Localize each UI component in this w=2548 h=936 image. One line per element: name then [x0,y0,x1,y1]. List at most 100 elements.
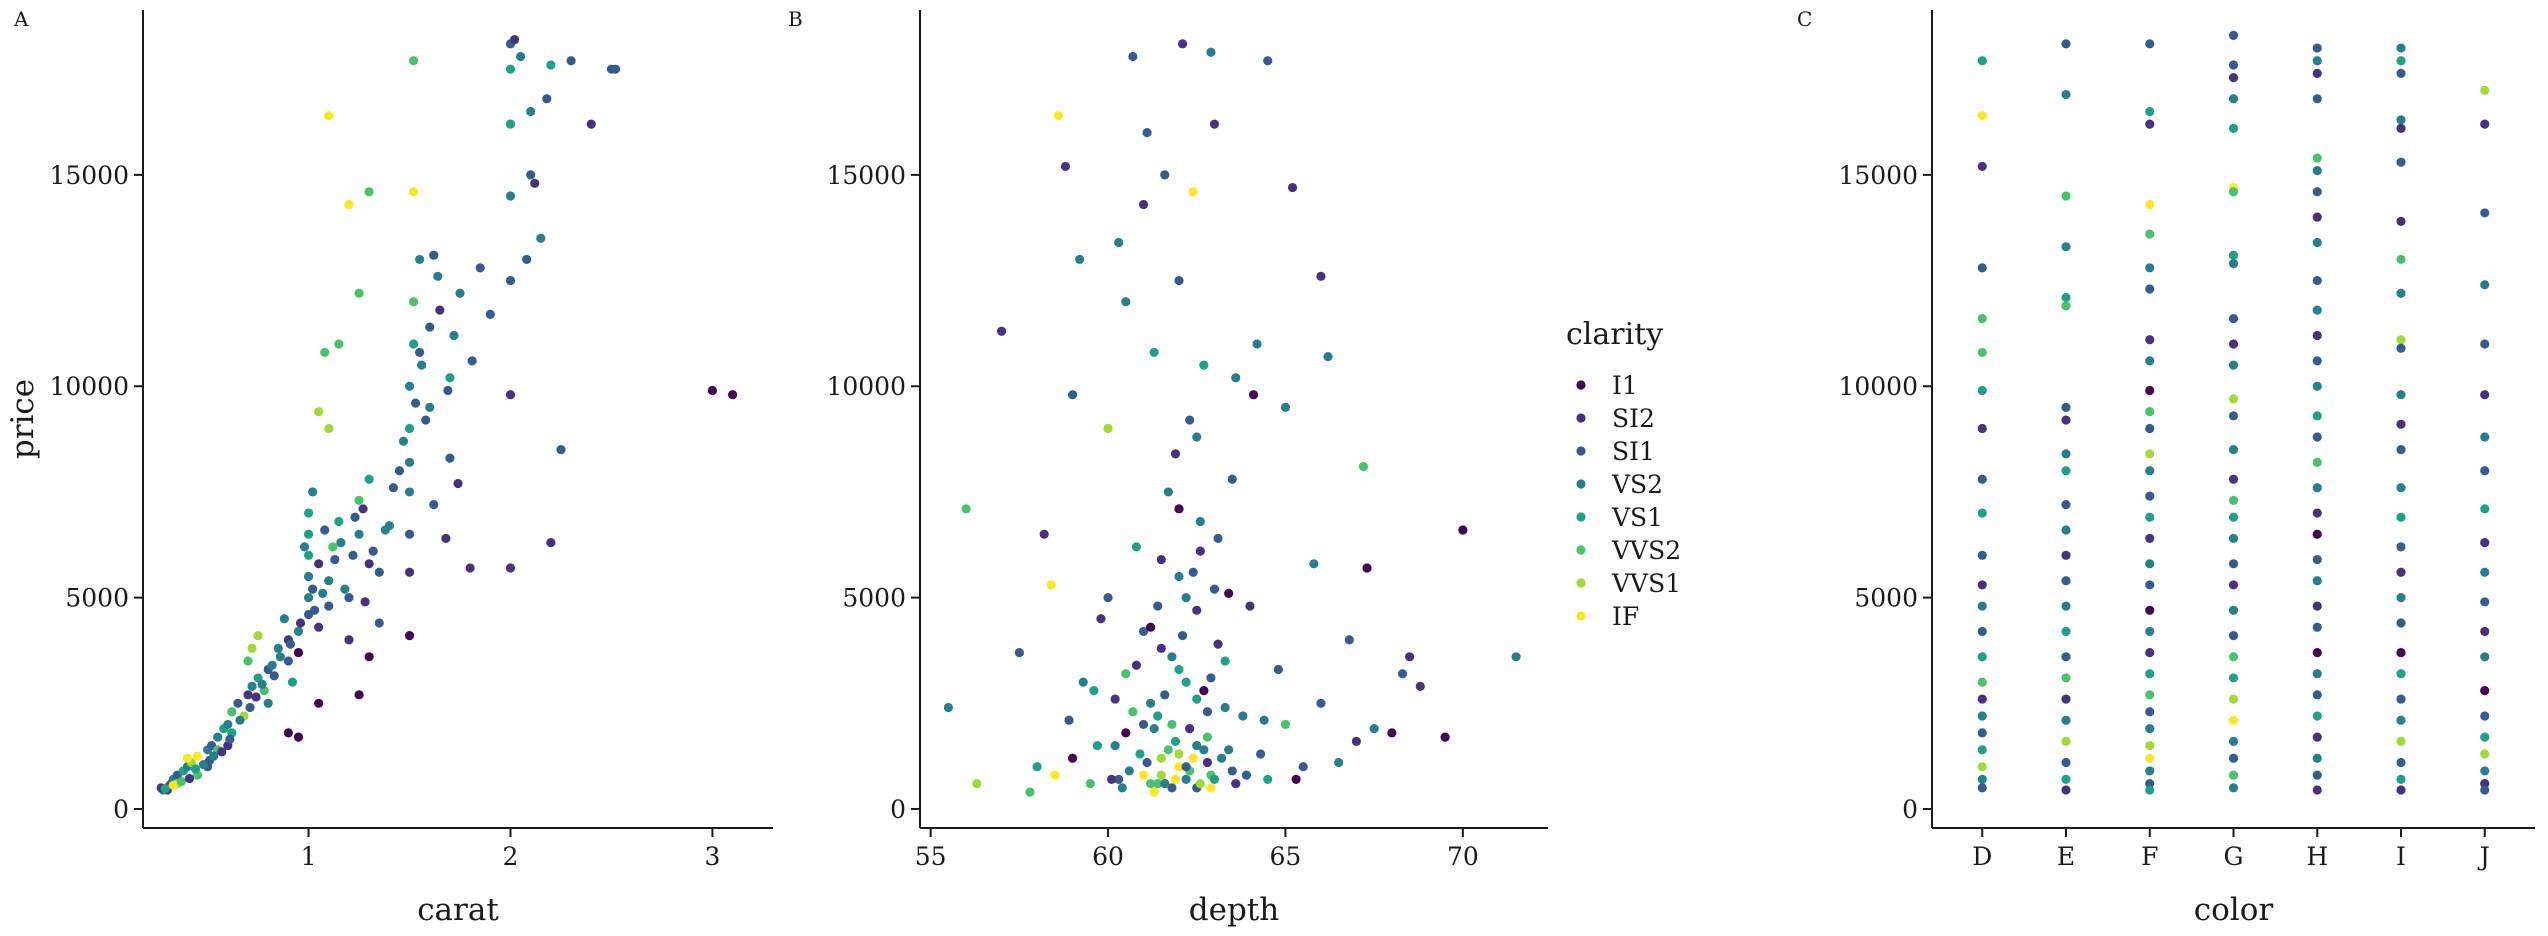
scatter-point [1085,779,1095,789]
scatter-point [1160,170,1170,180]
scatter-point [1273,664,1283,675]
scatter-point [1067,390,1078,400]
scatter-point [2061,89,2071,100]
y-tick-label: 10000 [1838,372,1918,401]
scatter-point [1146,622,1156,632]
scatter-point [1156,753,1166,763]
scatter-point [2480,749,2490,759]
legend-key [1576,578,1586,588]
scatter-point [1149,347,1159,358]
scatter-point [279,614,289,624]
legend-label: SI1 [1612,437,1655,466]
scatter-point [2228,736,2239,746]
scatter-point [404,457,415,467]
scatter-point [429,500,439,510]
scatter-point [445,373,455,383]
scatter-point [2228,339,2239,349]
scatter-point [1209,774,1220,784]
scatter-point [2228,783,2239,793]
scatter-point [1344,635,1354,645]
scatter-point [1252,339,1262,349]
scatter-point [336,538,346,548]
scatter-point [2061,736,2071,746]
scatter-point [2312,576,2322,586]
scatter-point [2228,753,2239,763]
scatter-point [2061,449,2071,459]
scatter-point [1117,783,1127,793]
scatter-point [429,250,439,260]
scatter-point [1124,766,1134,776]
scatter-point [1195,546,1205,556]
scatter-point [2312,483,2322,493]
scatter-point [2312,529,2322,539]
scatter-point [1245,601,1255,611]
scatter-point [1177,39,1188,49]
scatter-point [344,199,354,210]
scatter-point [1358,461,1369,472]
scatter-point [1248,390,1259,400]
scatter-point [328,542,338,552]
scatter-point [530,178,540,188]
scatter-point [1351,736,1362,746]
scatter-point [1114,237,1124,248]
scatter-point [2145,356,2155,366]
scatter-point [1167,719,1177,730]
scatter-point [542,94,552,104]
scatter-point [1188,567,1198,577]
x-axis-title: carat [417,892,499,928]
x-tick-label: E [2057,842,2075,871]
scatter-point [455,288,465,298]
scatter-point [2312,601,2322,611]
scatter-point [1213,533,1223,544]
scatter-point [293,626,304,637]
scatter-points [1977,30,2490,795]
legend-label: VVS2 [1611,536,1681,565]
scatter-point [398,436,409,446]
legend-key [1576,512,1586,522]
x-tick-label: 65 [1270,842,1302,871]
scatter-point [2145,753,2155,763]
scatter-point [961,504,971,514]
scatter-point [2061,576,2071,586]
scatter-point [943,702,953,713]
scatter-point [2480,567,2490,577]
x-tick-label: 1 [301,842,317,871]
scatter-point [1114,774,1124,784]
scatter-point [299,542,310,552]
scatter-point [1397,669,1408,679]
x-tick-label: D [1972,842,1992,871]
scatter-point [2061,694,2071,704]
scatter-point [303,529,314,539]
scatter-point [2480,119,2490,129]
scatter-point [556,445,566,455]
scatter-point [505,563,516,573]
scatter-point [2480,466,2490,476]
scatter-point [1224,745,1234,755]
scatter-point [2396,483,2406,493]
scatter-point [2145,533,2155,544]
scatter-point [2145,707,2155,717]
scatter-point [2396,390,2406,400]
scatter-point [1128,51,1138,62]
scatter-point [2312,305,2322,315]
scatter-point [1146,698,1156,708]
scatter-point [1259,715,1269,725]
scatter-point [2396,593,2406,603]
scatter-point [283,656,293,666]
scatter-point [1263,56,1273,66]
scatter-point [453,478,463,489]
scatter-point [2480,432,2490,442]
scatter-point [1170,736,1181,746]
scatter-point [354,529,364,539]
scatter-point [2228,673,2239,683]
scatter-point [324,111,334,121]
y-tick-label: 10000 [49,372,129,401]
scatter-point [2312,732,2322,742]
scatter-point [2145,449,2155,459]
scatter-point [182,753,193,763]
scatter-point [2312,457,2322,467]
scatter-point [2396,157,2406,167]
scatter-point [285,639,296,649]
scatter-point [2061,785,2071,795]
